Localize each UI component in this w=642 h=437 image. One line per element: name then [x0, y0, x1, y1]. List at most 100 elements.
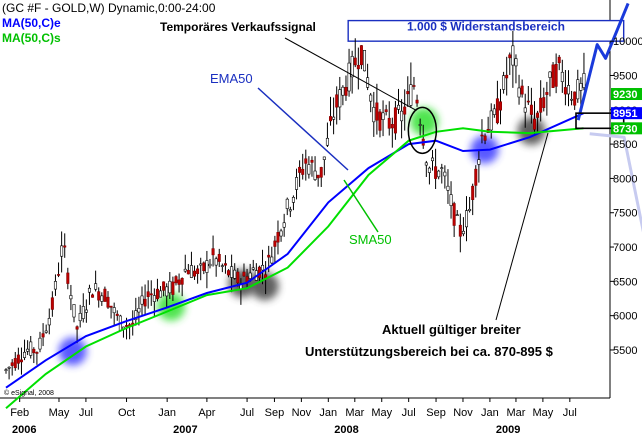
candle-body-44 [140, 295, 144, 305]
x-tick-label-6: Jul [240, 407, 254, 419]
candle-body-12 [41, 333, 45, 338]
candle-body-111 [347, 62, 351, 92]
candle-body-133 [415, 99, 419, 104]
candle-body-168 [523, 107, 527, 113]
candle-body-163 [508, 54, 512, 59]
candle-body-149 [465, 210, 469, 228]
candle-body-7 [26, 348, 30, 352]
price-label-1: 8951 [613, 108, 637, 120]
candle-body-123 [384, 109, 388, 112]
y-tick-label-5: 8000 [613, 173, 637, 185]
candle-body-39 [125, 325, 129, 327]
candle-body-159 [495, 98, 499, 124]
candle-body-2 [10, 362, 14, 366]
candle-body-92 [288, 209, 292, 212]
price-label-box-0 [611, 88, 642, 101]
candle-body-22 [72, 304, 76, 318]
support-zone-box [575, 112, 625, 130]
candle-body-177 [551, 64, 555, 88]
candle-body-70 [220, 265, 224, 267]
candle-body-99 [310, 159, 314, 163]
candle-body-155 [483, 135, 487, 141]
candle-body-142 [443, 171, 447, 177]
y-tick-label-0: 5500 [613, 345, 637, 357]
candle-body-140 [437, 170, 441, 178]
candle-body-124 [387, 117, 391, 129]
x-tick-label-1: May [49, 407, 70, 419]
candle-body-89 [279, 230, 283, 237]
sell-signal-ellipse [407, 106, 438, 155]
ema50-pointer [257, 87, 349, 171]
candle-body-170 [529, 104, 533, 115]
candle-body-98 [307, 164, 311, 175]
candle-body-69 [217, 254, 221, 262]
candle-body-19 [63, 245, 67, 248]
candle-body-112 [350, 56, 354, 78]
candle-body-14 [47, 318, 51, 326]
candle-body-15 [50, 297, 54, 310]
candle-body-63 [199, 263, 203, 266]
x-tick-label-2: Jul [79, 407, 93, 419]
copyright-text: © eSignal, 2008 [4, 389, 54, 397]
candle-body-45 [143, 298, 147, 307]
candle-body-175 [545, 92, 549, 95]
candle-body-10 [35, 352, 39, 354]
annotation-sma50: SMA50 [349, 232, 392, 247]
candle-body-77 [242, 271, 246, 277]
candle-body-185 [576, 79, 580, 100]
candle-body-184 [573, 91, 577, 106]
candle-body-125 [390, 123, 394, 129]
candle-body-73 [230, 266, 234, 278]
annotation-support-line2: Unterstützungsbereich bei ca. 870-895 $ [305, 344, 554, 359]
x-year-label-2: 2008 [334, 424, 358, 436]
candle-body-107 [335, 94, 339, 108]
candle-body-151 [471, 185, 475, 200]
candle-body-18 [60, 245, 64, 257]
candle-body-34 [109, 305, 113, 308]
candle-body-187 [582, 73, 586, 88]
candle-body-137 [427, 167, 431, 173]
x-tick-label-13: Sep [426, 407, 446, 419]
candle-body-147 [458, 224, 462, 237]
x-tick-label-4: Jan [158, 407, 176, 419]
candle-body-24 [78, 312, 82, 322]
x-tick-label-11: May [371, 407, 392, 419]
candle-body-29 [94, 283, 98, 290]
x-tick-label-0: Feb [10, 407, 29, 419]
candle-body-106 [332, 116, 336, 120]
price-label-2: 8730 [613, 123, 637, 135]
candle-body-130 [406, 91, 410, 95]
candle-body-131 [409, 84, 413, 106]
candle-body-95 [298, 166, 302, 173]
candle-body-122 [381, 112, 385, 120]
candle-body-23 [75, 326, 79, 330]
candle-body-59 [186, 269, 190, 275]
candle-body-127 [397, 104, 401, 110]
candle-body-146 [455, 214, 459, 217]
candle-body-71 [223, 263, 227, 266]
candle-body-74 [233, 269, 237, 279]
candle-body-0 [4, 369, 8, 372]
legend-ema50: MA(50,C)e [2, 16, 61, 30]
candle-body-79 [248, 272, 252, 279]
candle-body-150 [468, 208, 472, 212]
candle-body-105 [329, 116, 333, 122]
candle-body-33 [106, 296, 110, 308]
candle-body-161 [502, 75, 506, 90]
candle-body-157 [489, 110, 493, 131]
candle-body-136 [424, 162, 428, 166]
x-year-label-3: 2009 [496, 424, 520, 436]
ema50-line [5, 112, 584, 389]
candle-body-35 [112, 307, 116, 314]
candle-body-110 [344, 86, 348, 96]
x-tick-label-8: Nov [292, 407, 312, 419]
candle-body-178 [554, 64, 558, 87]
x-tick-label-17: May [532, 407, 553, 419]
candle-body-181 [563, 87, 567, 95]
candles [4, 30, 586, 380]
x-tick-label-9: Jan [319, 407, 337, 419]
candle-body-108 [338, 89, 342, 108]
highlight-glow-0 [58, 337, 87, 366]
candle-body-68 [214, 258, 218, 266]
candle-body-25 [81, 306, 85, 319]
